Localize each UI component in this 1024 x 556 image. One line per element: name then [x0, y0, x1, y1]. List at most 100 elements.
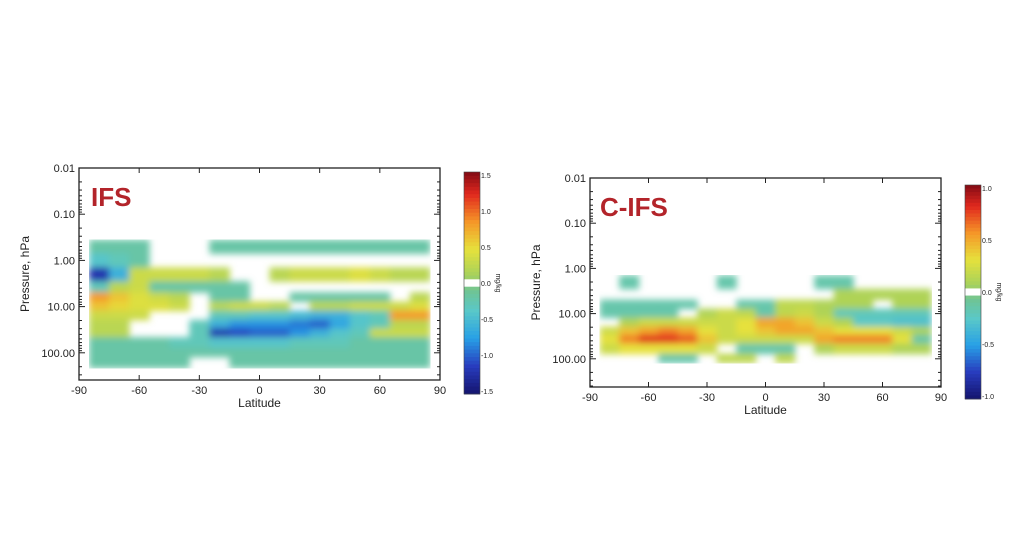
heatmap-cell — [89, 281, 110, 293]
heatmap-cell — [775, 317, 796, 328]
heatmap-cell — [755, 343, 776, 355]
colorbar-unit-label: mg/kg — [494, 273, 501, 292]
heatmap-cell — [872, 326, 893, 336]
colorbar-segment — [965, 281, 981, 286]
heatmap-cell — [369, 347, 391, 358]
heatmap-cell — [389, 328, 411, 338]
heatmap-cell — [249, 347, 271, 358]
colorbar-segment — [965, 267, 981, 271]
heatmap-cell — [369, 301, 391, 312]
heatmap-cell — [349, 319, 371, 329]
colorbar-segment — [965, 185, 981, 189]
colorbar-segment — [464, 179, 480, 184]
heatmap-cell — [638, 299, 659, 310]
heatmap-cell — [289, 356, 311, 369]
heatmap-cell — [209, 239, 230, 254]
heatmap-cell — [109, 328, 130, 338]
heatmap-cell — [599, 308, 620, 319]
heatmap-cell — [309, 301, 331, 312]
heatmap-cell — [329, 319, 351, 329]
colorbar-segment — [464, 371, 480, 376]
colorbar-segment — [464, 312, 480, 317]
colorbar-segment — [464, 220, 480, 225]
colorbar-segment — [464, 342, 480, 347]
heatmap-cell — [619, 326, 640, 336]
colorbar-segment — [965, 395, 981, 400]
colorbar-segment — [464, 382, 480, 387]
y-tick-label: 0.10 — [565, 218, 586, 230]
colorbar-segment — [965, 284, 981, 289]
colorbar-segment — [965, 324, 981, 329]
colorbar-segment — [965, 209, 981, 214]
heatmap-cell — [872, 308, 893, 319]
heatmap-cell — [389, 337, 411, 349]
colorbar-segment — [965, 334, 981, 339]
colorbar-segment — [464, 286, 480, 291]
heatmap-cell — [209, 310, 230, 321]
heatmap-cell — [289, 328, 311, 338]
colorbar-segment — [464, 209, 480, 214]
colorbar-segment — [965, 227, 981, 232]
heatmap-cell — [638, 317, 659, 328]
heatmap-cell — [269, 319, 291, 329]
colorbar-segment — [464, 375, 480, 380]
colorbar-segment — [464, 172, 480, 177]
heatmap-cell — [209, 319, 230, 329]
heatmap-cell — [169, 281, 190, 293]
x-tick-label: 60 — [876, 392, 888, 404]
colorbar-segment — [464, 275, 480, 280]
heatmap-cell — [109, 310, 130, 321]
colorbar-segment — [965, 345, 981, 350]
heatmap-cell — [369, 319, 391, 329]
heatmap-cell — [349, 292, 371, 302]
heatmap-cell — [892, 288, 913, 301]
heatmap-cell — [309, 337, 331, 349]
heatmap-cell — [716, 326, 737, 336]
heatmap-cell — [309, 310, 331, 321]
heatmap-cell — [309, 267, 331, 282]
heatmap-cell — [349, 347, 371, 358]
heatmap-cell — [369, 328, 391, 338]
heatmap-cell — [229, 239, 250, 254]
colorbar-tick-label: -0.5 — [982, 342, 994, 349]
colorbar-tick-label: -1.0 — [481, 353, 493, 360]
heatmap-cell — [289, 267, 311, 282]
heatmap-cell — [369, 337, 391, 349]
heatmap-cell — [658, 308, 679, 319]
x-tick-label: 0 — [762, 392, 768, 404]
colorbar-tick-label: 1.0 — [982, 186, 992, 193]
heatmap-cell — [638, 334, 659, 344]
heatmap-cell — [329, 292, 351, 302]
colorbar-segment — [965, 306, 981, 311]
colorbar-segment — [464, 331, 480, 336]
heatmap-cell — [794, 299, 815, 310]
heatmap-cell — [89, 267, 110, 282]
heatmap-cell — [209, 281, 230, 293]
heatmap-cell — [149, 337, 170, 349]
heatmap-cell — [755, 299, 776, 310]
heatmap-cell — [409, 328, 431, 338]
y-tick-label: 0.10 — [54, 209, 75, 221]
heatmap-cell — [677, 334, 698, 344]
colorbar-segment — [965, 199, 981, 204]
heatmap-cell — [209, 328, 230, 338]
heatmap-cell — [409, 319, 431, 329]
colorbar-segment — [464, 334, 480, 339]
colorbar-tick-label: -1.0 — [982, 394, 994, 401]
heatmap-cell — [329, 267, 351, 282]
colorbar-segment — [464, 216, 480, 221]
heatmap-cell — [369, 267, 391, 282]
heatmap-cell — [892, 299, 913, 310]
colorbar-tick-label: -1.5 — [481, 389, 493, 396]
colorbar-segment — [965, 341, 981, 346]
heatmap-cell — [269, 356, 291, 369]
heatmap-cell — [599, 343, 620, 355]
heatmap-cell — [169, 356, 190, 369]
colorbar-segment — [965, 316, 981, 321]
heatmap-cell — [658, 299, 679, 310]
colorbar-segment — [965, 388, 981, 393]
colorbar-segment — [965, 299, 981, 304]
heatmap-cell — [736, 317, 757, 328]
colorbar-segment — [464, 345, 480, 350]
